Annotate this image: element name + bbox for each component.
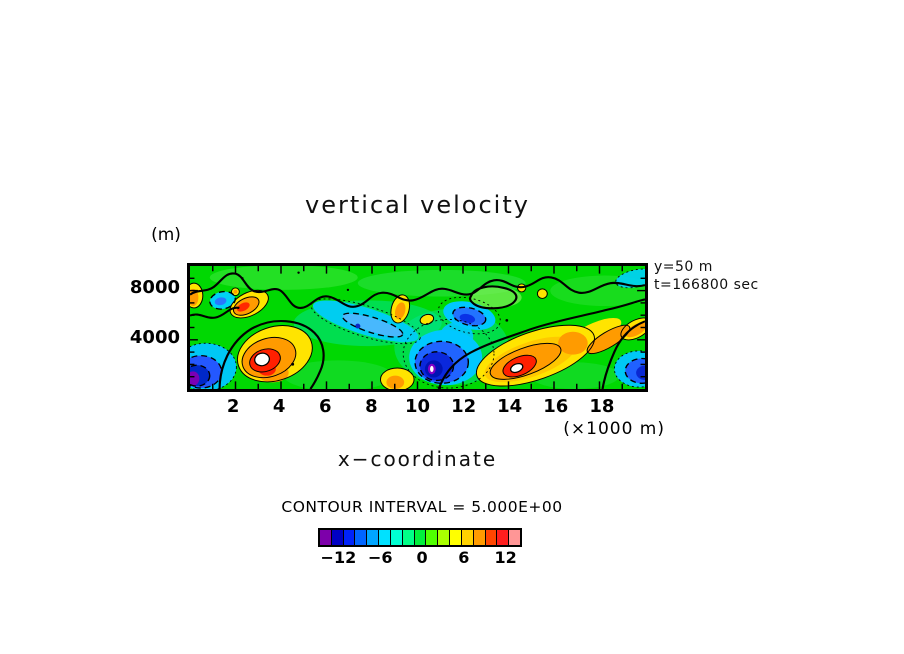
x-tick-label-12: 12	[451, 396, 477, 417]
colorbar-cell-10	[438, 530, 451, 545]
colorbar-cell-13	[473, 530, 486, 545]
extrema-dots	[241, 271, 509, 366]
colorbar-label-0: 0	[416, 548, 428, 567]
contour-field	[190, 266, 645, 389]
colorbar-cell-12	[461, 530, 474, 545]
time-annotation: t=166800 sec	[654, 277, 759, 293]
contour-interval-note: CONTOUR INTERVAL = 5.000E+00	[281, 498, 563, 516]
colorbar-tick-labels: −12 −6 0 6 12	[318, 547, 522, 569]
colorbar-cell-0	[320, 530, 332, 545]
contour-lines	[190, 268, 645, 389]
x-tick-label-18: 18	[589, 396, 615, 417]
colorbar-label-6: 6	[458, 548, 470, 567]
colorbar-cell-15	[497, 530, 510, 545]
colorbar-label-−12: −12	[320, 548, 357, 567]
slice-annotation: y=50 m	[654, 259, 713, 275]
x-tick-label-4: 4	[272, 396, 286, 417]
x-tick-label-16: 16	[543, 396, 569, 417]
colorbar-cell-14	[485, 530, 498, 545]
x-tick-label-6: 6	[319, 396, 332, 417]
y-tick-label-4000: 4000	[129, 327, 180, 348]
axis-tick-marks	[190, 266, 645, 389]
colorbar-cell-11	[450, 530, 462, 545]
updraft-cells	[190, 283, 645, 389]
colorbar-cell-4	[367, 530, 380, 545]
colorbar-label-−6: −6	[367, 548, 393, 567]
colorbar-label-12: 12	[494, 548, 517, 567]
x-tick-label-2: 2	[226, 396, 240, 417]
colorbar-cell-1	[331, 530, 344, 545]
colorbar-cell-6	[390, 530, 403, 545]
plot-annotations: y=50 m t=166800 sec	[654, 258, 759, 294]
colorbar-cell-7	[402, 530, 415, 545]
x-tick-labels: 2 4 6 8 10 12 14 16 18	[187, 396, 648, 418]
x-tick-label-10: 10	[404, 396, 431, 417]
x-tick-label-14: 14	[497, 396, 523, 417]
colorbar-cell-5	[379, 530, 391, 545]
colorbar-cell-3	[355, 530, 368, 545]
y-axis-unit-label: (m)	[151, 225, 181, 245]
colorbar	[318, 528, 522, 547]
x-tick-label-8: 8	[365, 396, 378, 417]
colorbar-cell-9	[426, 530, 439, 545]
y-tick-label-8000: 8000	[129, 277, 180, 298]
colorbar-cell-8	[414, 530, 427, 545]
x-axis-unit-label: (×1000 m)	[563, 419, 665, 439]
contour-plot-frame	[187, 263, 648, 392]
downdraft-cells	[190, 269, 645, 389]
chart-title: vertical velocity	[305, 191, 530, 219]
x-axis-title: x−coordinate	[337, 447, 498, 471]
colorbar-cell-2	[343, 530, 356, 545]
colorbar-cell-16	[509, 530, 521, 545]
